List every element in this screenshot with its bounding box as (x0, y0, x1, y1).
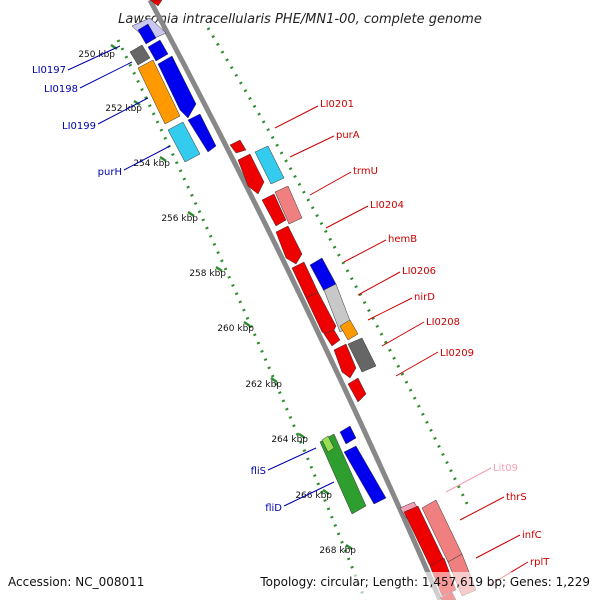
gene-arrow (137, 59, 181, 125)
topology-text: Topology: circular; Length: 1,457,619 bp… (259, 575, 590, 589)
gene-label-li0204[interactable]: LI0204 (370, 200, 404, 211)
gene-arrow (149, 0, 163, 7)
kbp-label: 254 kbp (133, 159, 170, 169)
tick-mark (270, 376, 278, 384)
gene-arrow (274, 185, 303, 225)
tick-mark (243, 320, 251, 328)
kbp-label: 258 kbp (189, 269, 226, 279)
gene-label-li0197[interactable]: LI0197 (32, 65, 66, 76)
gene-arrow (157, 55, 197, 119)
gene-arrow (343, 445, 387, 505)
gene-arrow (333, 343, 357, 379)
genome-backbone (147, 0, 443, 600)
right-callouts: LI0201 purA trmU LI0204 hemB LI0206 nirD… (274, 99, 550, 587)
callout-line (309, 171, 352, 196)
gene-arrow (319, 433, 367, 515)
map-title: Lawsonia intracellularis PHE/MN1-00, com… (118, 12, 482, 27)
gene-label-li0208[interactable]: LI0208 (426, 317, 460, 328)
callout-line (274, 105, 319, 129)
gene-label-nirD[interactable]: nirD (414, 292, 435, 303)
kbp-label: 262 kbp (245, 380, 282, 390)
gene-arrow (275, 225, 303, 265)
callout-line (475, 534, 521, 559)
gene-arrow (137, 23, 157, 45)
gene-features-left (129, 17, 387, 515)
callout-line (325, 205, 369, 229)
kbp-label: 268 kbp (319, 546, 356, 556)
tick-mark (133, 99, 141, 107)
kbp-label: 256 kbp (161, 214, 198, 224)
callout-line (445, 467, 492, 493)
gene-label-lit09[interactable]: Lit09 (493, 463, 518, 474)
gene-label-fliS[interactable]: fliS (251, 466, 266, 477)
kbp-label: 260 kbp (217, 324, 254, 334)
gene-arrow (347, 377, 367, 403)
callout-line (289, 135, 335, 158)
callout-line (395, 351, 439, 377)
kbp-label: 252 kbp (105, 104, 142, 114)
gene-label-purA[interactable]: purA (336, 130, 360, 141)
tick-mark (345, 543, 353, 551)
tick-mark (215, 265, 223, 273)
callout-line (267, 447, 317, 471)
gene-arrow (254, 145, 285, 185)
accession-text: Accession: NC_008011 (8, 575, 144, 589)
gene-label-trmU[interactable]: trmU (353, 166, 378, 177)
gene-label-thrS[interactable]: thrS (506, 492, 527, 503)
gene-label-li0198[interactable]: LI0198 (44, 84, 78, 95)
footer-backdrop (0, 572, 600, 600)
callout-line (357, 271, 401, 296)
gene-label-purH[interactable]: purH (98, 167, 122, 178)
gene-label-li0201[interactable]: LI0201 (320, 99, 354, 110)
gene-label-infC[interactable]: infC (522, 530, 542, 541)
gene-label-fliD[interactable]: fliD (265, 503, 282, 514)
tick-mark (187, 210, 195, 218)
gene-arrow (347, 337, 377, 373)
gene-label-hemB[interactable]: hemB (388, 234, 417, 245)
gene-arrow (129, 44, 151, 66)
callout-line (79, 61, 133, 89)
gene-arrow (261, 193, 287, 227)
kbp-labels: 250 kbp 252 kbp 254 kbp 256 kbp 258 kbp … (78, 50, 356, 556)
callout-line (67, 45, 121, 71)
gene-arrow (147, 39, 169, 62)
left-callouts: LI0197 LI0198 LI0199 purH fliS fliD (32, 45, 335, 514)
gene-arrow (339, 425, 357, 445)
gene-arrow (323, 329, 341, 347)
gene-label-li0206[interactable]: LI0206 (402, 266, 436, 277)
right-guide (206, 27, 472, 511)
callout-line (97, 97, 149, 125)
gene-arrow (339, 319, 359, 341)
gene-label-li0199[interactable]: LI0199 (62, 121, 96, 132)
callout-line (123, 145, 171, 171)
kbp-label: 264 kbp (271, 435, 308, 445)
tick-mark (298, 432, 306, 440)
gene-arrow (187, 113, 217, 153)
tick-mark (159, 155, 167, 163)
callout-line (343, 239, 387, 263)
callout-line (367, 297, 413, 321)
gene-arrow (167, 121, 201, 163)
kbp-label: 266 kbp (295, 491, 332, 501)
gene-arrow (321, 435, 335, 453)
gene-label-li0209[interactable]: LI0209 (440, 348, 474, 359)
guide-lines (116, 27, 472, 600)
gene-arrow (229, 139, 247, 154)
tick-mark (322, 488, 330, 496)
callout-line (283, 481, 335, 507)
callout-line (459, 496, 505, 521)
gene-label-rplT[interactable]: rplT (530, 557, 550, 568)
gene-arrow (237, 153, 265, 195)
callout-line (381, 321, 425, 347)
kbp-label: 250 kbp (78, 50, 115, 60)
